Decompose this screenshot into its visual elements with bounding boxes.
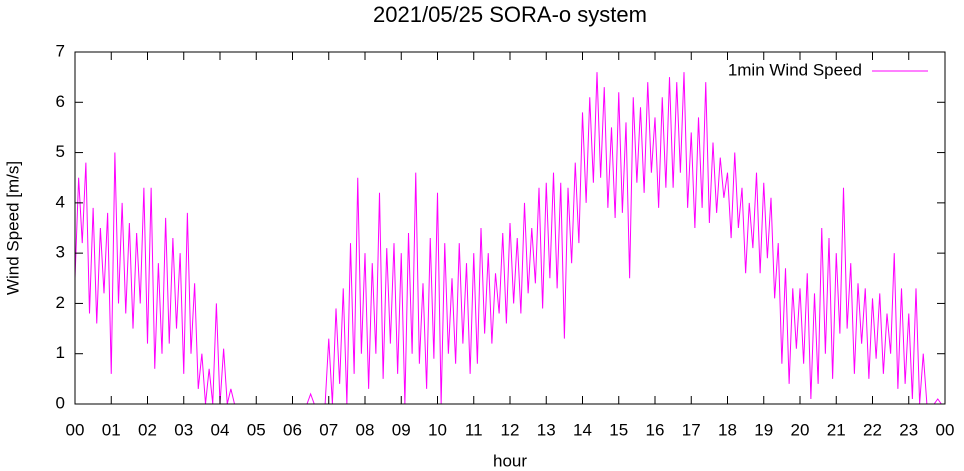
x-tick-label: 10: [428, 420, 447, 439]
chart-title: 2021/05/25 SORA-o system: [373, 2, 647, 27]
legend-label: 1min Wind Speed: [728, 60, 862, 79]
y-tick-label: 0: [56, 393, 65, 412]
x-tick-label: 06: [283, 420, 302, 439]
x-tick-label: 16: [646, 420, 665, 439]
y-tick-label: 7: [56, 41, 65, 60]
y-tick-label: 6: [56, 92, 65, 111]
x-tick-label: 03: [174, 420, 193, 439]
x-tick-label: 07: [319, 420, 338, 439]
y-axis-label: Wind Speed [m/s]: [3, 161, 22, 295]
x-tick-label: 02: [138, 420, 157, 439]
x-tick-label: 23: [899, 420, 918, 439]
x-tick-label: 14: [573, 420, 592, 439]
x-tick-label: 13: [537, 420, 556, 439]
x-tick-label: 18: [718, 420, 737, 439]
x-tick-label: 12: [501, 420, 520, 439]
y-tick-label: 2: [56, 293, 65, 312]
x-tick-label: 19: [754, 420, 773, 439]
y-tick-label: 4: [56, 192, 65, 211]
x-tick-label: 17: [682, 420, 701, 439]
x-tick-label: 15: [609, 420, 628, 439]
x-tick-label: 21: [827, 420, 846, 439]
x-tick-label: 22: [863, 420, 882, 439]
x-tick-label: 09: [392, 420, 411, 439]
x-tick-label: 20: [791, 420, 810, 439]
x-tick-label: 05: [247, 420, 266, 439]
x-tick-label: 00: [936, 420, 955, 439]
x-tick-label: 00: [66, 420, 85, 439]
y-tick-label: 3: [56, 243, 65, 262]
y-tick-label: 1: [56, 343, 65, 362]
data-line: [74, 72, 942, 405]
plot-border: [74, 51, 946, 405]
x-tick-label: 08: [356, 420, 375, 439]
x-tick-label: 11: [465, 420, 483, 439]
x-tick-label: 04: [211, 420, 230, 439]
y-tick-label: 5: [56, 142, 65, 161]
x-tick-label: 01: [102, 420, 121, 439]
x-axis-label: hour: [493, 451, 527, 470]
